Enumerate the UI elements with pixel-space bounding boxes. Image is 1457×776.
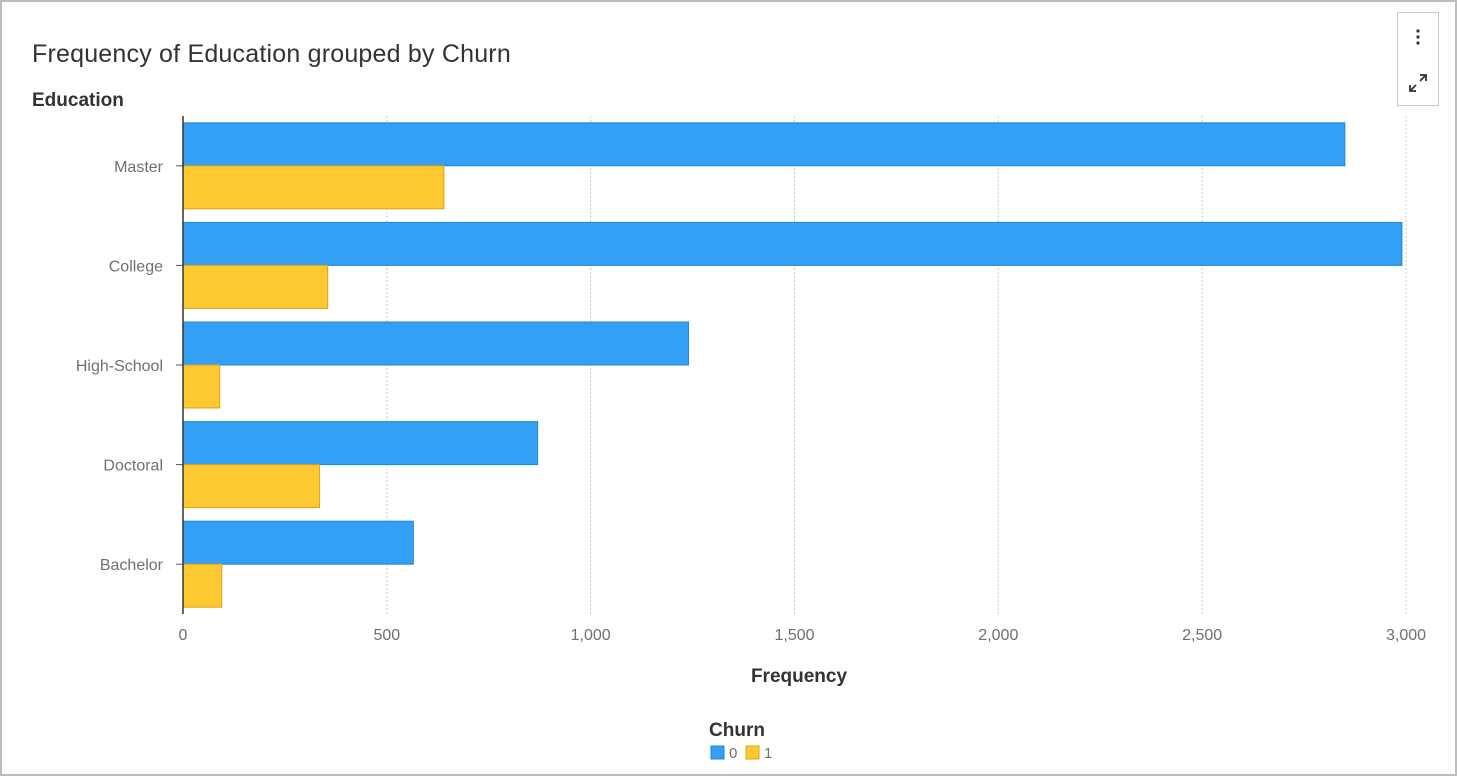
bars: [182, 122, 1403, 608]
legend-label-churn-1: 1: [764, 745, 772, 762]
chart-title: Frequency of Education grouped by Churn: [32, 40, 511, 68]
bar-high-school-churn-0[interactable]: [182, 321, 690, 366]
maximize-button[interactable]: [1398, 61, 1438, 105]
bar-doctoral-churn-0[interactable]: [182, 421, 539, 466]
y-tick-label: Doctoral: [103, 458, 163, 475]
more-options-button[interactable]: [1398, 15, 1438, 59]
x-axis-label: Frequency: [751, 666, 848, 687]
y-tick-label: Bachelor: [100, 557, 164, 574]
legend-label-churn-0: 0: [729, 745, 737, 762]
bar-college-churn-1[interactable]: [182, 264, 329, 309]
bar-bachelor-churn-1[interactable]: [182, 563, 223, 608]
chart-toolbar: [1397, 12, 1439, 106]
more-vertical-icon: [1416, 29, 1420, 45]
bar-high-school-churn-1[interactable]: [182, 364, 221, 409]
legend-swatch-churn-0: [710, 745, 725, 760]
x-tick-label: 2,500: [1182, 627, 1222, 644]
y-tick-labels: Master College High-School Doctoral Bachelor: [76, 159, 164, 574]
bar-college-churn-0[interactable]: [182, 221, 1403, 266]
axes: [176, 116, 184, 614]
legend: Churn 0 1: [709, 720, 772, 762]
x-tick-label: 500: [373, 627, 400, 644]
y-tick-label: Master: [114, 159, 164, 176]
y-tick-label: College: [109, 258, 163, 275]
legend-title: Churn: [709, 720, 765, 741]
bar-master-churn-1[interactable]: [182, 165, 445, 210]
legend-swatch-churn-1: [745, 745, 760, 760]
bar-master-churn-0[interactable]: [182, 122, 1346, 167]
x-tick-labels: 0 500 1,000 1,500 2,000 2,500 3,000: [179, 627, 1427, 644]
bar-bachelor-churn-0[interactable]: [182, 520, 414, 565]
x-tick-label: 2,000: [978, 627, 1018, 644]
x-tick-label: 1,500: [774, 627, 814, 644]
x-tick-label: 0: [179, 627, 188, 644]
x-tick-label: 1,000: [571, 627, 611, 644]
x-tick-label: 3,000: [1386, 627, 1426, 644]
bar-doctoral-churn-1[interactable]: [182, 464, 321, 509]
y-axis-label: Education: [32, 90, 124, 111]
maximize-icon: [1409, 74, 1427, 92]
y-tick-label: High-School: [76, 358, 163, 375]
